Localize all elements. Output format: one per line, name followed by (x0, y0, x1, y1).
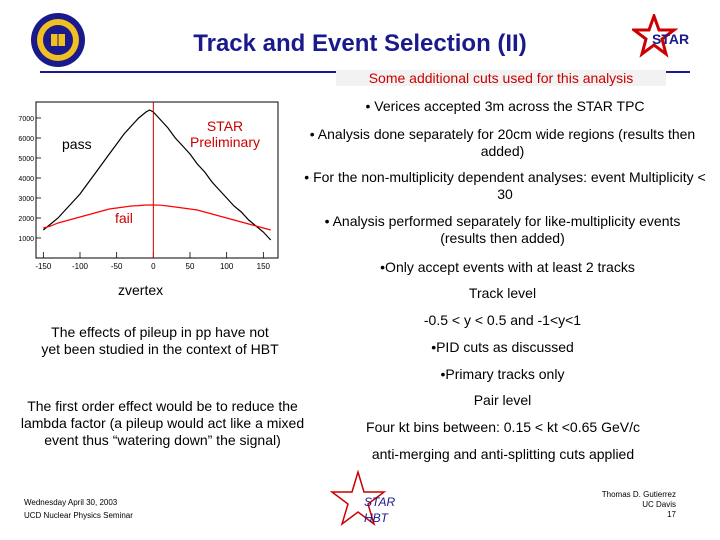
y-tick-label: 4000 (18, 176, 34, 183)
x-tick-label: -100 (72, 262, 89, 271)
track-level-heading: Track level (468, 285, 537, 301)
x-tick-label: -50 (111, 262, 123, 271)
page-number: 17 (667, 510, 676, 519)
track-level-pid: •PID cuts as discussed (431, 339, 574, 355)
y-tick-label: 3000 (18, 196, 34, 203)
watermark-star-text: STAR (364, 495, 395, 509)
label-pass: pass (62, 136, 92, 152)
bullet-regions: • Analysis done separately for 20cm wide… (309, 126, 696, 159)
y-tick-label: 5000 (18, 156, 34, 163)
footer-affiliation: UC Davis (642, 500, 676, 509)
star-hbt-watermark: STAR HBT (329, 470, 395, 526)
slide-title: Track and Event Selection (II) (193, 30, 527, 57)
bullet-multiplicity: • For the non-multiplicity dependent ana… (304, 169, 706, 202)
x-axis-label: zvertex (118, 282, 164, 298)
uc-davis-seal-logo (31, 13, 85, 67)
pair-level-kt: Four kt bins between: 0.15 < kt <0.65 Ge… (366, 419, 640, 435)
footer-author: Thomas D. Gutierrez (601, 490, 676, 499)
zvertex-histogram: 1000 2000 3000 4000 5000 6000 7000 -150 -100 -50 0… (18, 101, 279, 271)
bullet-two-tracks: •Only accept events with at least 2 trac… (380, 259, 635, 275)
subheading: Some additional cuts used for this analy… (336, 70, 666, 86)
pair-level-heading: Pair level (473, 392, 532, 408)
x-tick-label: 0 (151, 262, 156, 271)
series-fail-line (43, 204, 271, 231)
y-tick-label: 1000 (18, 236, 34, 243)
bullet-like-multiplicity: • Analysis performed separately for like… (324, 213, 681, 246)
bullet-vertices: • Verices accepted 3m across the STAR TP… (365, 98, 645, 114)
track-level-primary: •Primary tracks only (440, 366, 565, 382)
label-star-preliminary: STAR Preliminary (189, 118, 260, 150)
y-tick-label: 7000 (18, 116, 34, 123)
x-tick-label: -150 (35, 262, 52, 271)
x-tick-label: 150 (257, 262, 271, 271)
y-tick-label: 2000 (18, 216, 34, 223)
pair-level-anti-merging: anti-merging and anti-splitting cuts app… (371, 446, 635, 462)
footer-date: Wednesday April 30, 2003 (24, 498, 118, 507)
plot-frame (35, 101, 279, 259)
y-tick-label: 6000 (18, 136, 34, 143)
note-lambda: The first order effect would be to reduc… (20, 398, 305, 448)
label-fail: fail (115, 210, 133, 226)
footer-seminar: UCD Nuclear Physics Seminar (24, 511, 133, 520)
star-experiment-logo: STAR (632, 14, 689, 58)
x-tick-label: 50 (186, 262, 195, 271)
track-level-rapidity: -0.5 < y < 0.5 and -1<y<1 (423, 312, 582, 328)
note-pileup: The effects of pileup in pp have not yet… (41, 324, 279, 357)
watermark-hbt-text: HBT (364, 511, 390, 525)
series-pass-line (42, 109, 272, 241)
x-tick-label: 100 (220, 262, 234, 271)
star-logo-text: STAR (652, 31, 689, 47)
